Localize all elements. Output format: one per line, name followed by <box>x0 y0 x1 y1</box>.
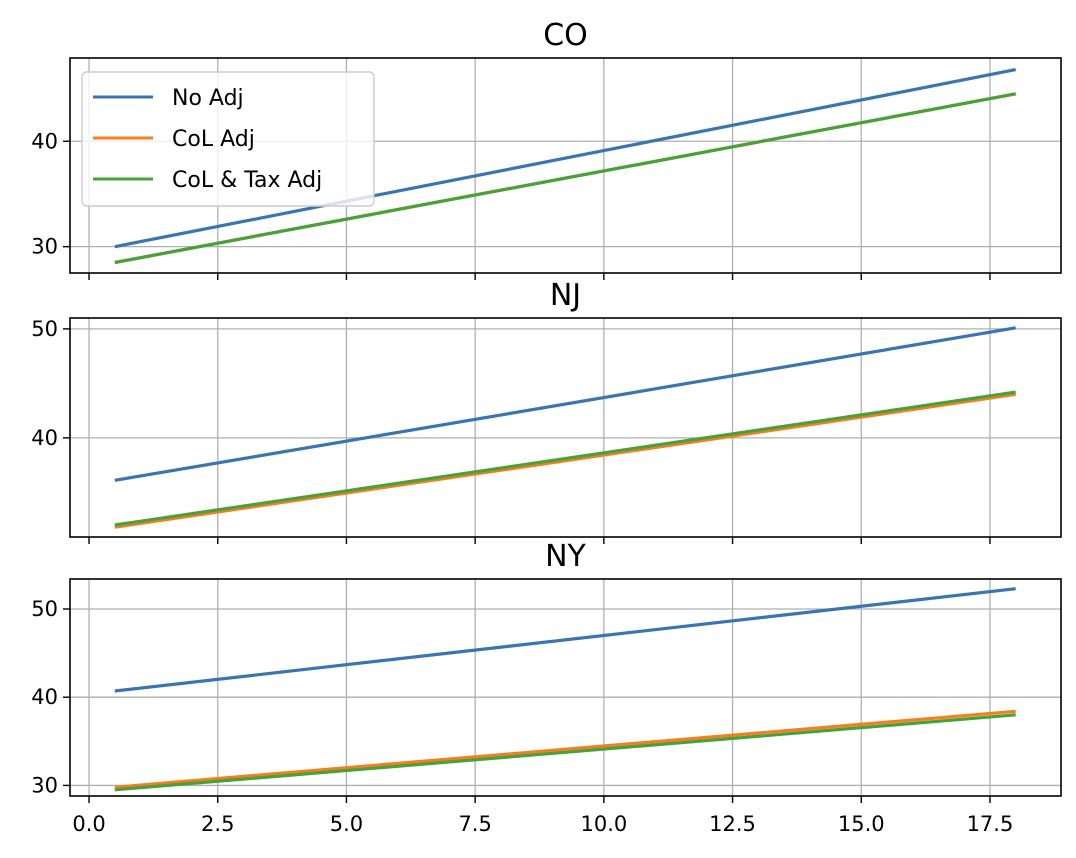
x-tick-label-ny-5: 12.5 <box>709 812 756 836</box>
y-tick-label-ny-0: 30 <box>31 773 58 797</box>
x-tick-label-ny-7: 17.5 <box>967 812 1014 836</box>
subplot-title-co: CO <box>543 18 588 53</box>
series-line-nj-col-tax-adj <box>114 390 1016 527</box>
subplot-ny: 0.0 2.5 5.0 7.5 10.0 12.5 15.0 17.5 30 40 50 NY <box>31 539 1062 836</box>
x-tick-label-ny-1: 2.5 <box>201 812 234 836</box>
y-tick-label-co-0: 30 <box>31 235 58 259</box>
axes-frame-co <box>69 57 1062 274</box>
y-tick-label-nj-0: 40 <box>31 426 58 450</box>
series-line-nj-no-adj <box>114 326 1016 482</box>
y-tick-label-nj-1: 50 <box>31 317 58 341</box>
x-tick-label-ny-6: 15.0 <box>838 812 885 836</box>
y-tick-label-co-1: 40 <box>31 129 58 153</box>
y-tick-label-ny-2: 50 <box>31 597 58 621</box>
axes-frame-ny <box>69 578 1062 797</box>
legend-label-no-adj: No Adj <box>172 86 244 111</box>
subplot-title-nj: NJ <box>550 278 581 313</box>
x-tick-label-ny-2: 5.0 <box>330 812 363 836</box>
x-tick-label-ny-0: 0.0 <box>72 812 105 836</box>
series-line-nj-col-adj <box>114 392 1016 529</box>
series-line-ny-col-tax-adj <box>114 713 1016 792</box>
subplot-title-ny: NY <box>545 539 586 574</box>
y-tick-label-ny-1: 40 <box>31 685 58 709</box>
series-line-ny-no-adj <box>114 587 1016 693</box>
legend-label-col-adj: CoL Adj <box>172 127 255 152</box>
series-line-co-no-adj <box>114 68 1017 249</box>
legend-box <box>81 71 375 207</box>
subplot-co: 30 40 CO No Adj CoL Adj CoL & Tax Adj <box>31 18 1062 280</box>
legend: No Adj CoL Adj CoL & Tax Adj <box>81 71 375 207</box>
series-line-co-col-tax-adj <box>114 92 1016 265</box>
series-line-ny-col-adj <box>114 709 1016 789</box>
x-tick-label-ny-3: 7.5 <box>458 812 491 836</box>
legend-label-col-tax-adj: CoL & Tax Adj <box>172 168 322 193</box>
x-tick-label-ny-4: 10.0 <box>580 812 627 836</box>
axes-frame-nj <box>69 317 1062 538</box>
subplot-nj: 40 50 NJ <box>31 278 1062 544</box>
